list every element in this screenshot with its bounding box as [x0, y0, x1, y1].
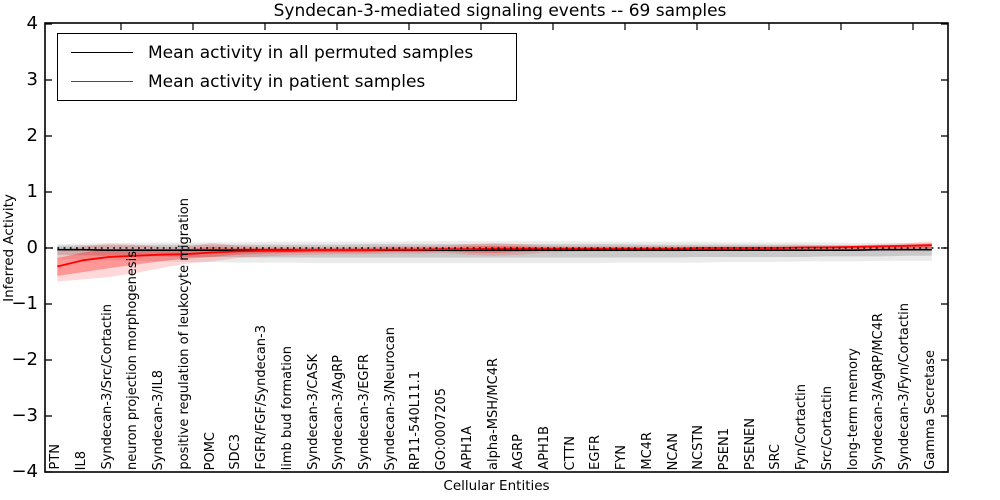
y-tick-label: 0: [26, 237, 38, 258]
x-category-label: Syndecan-3/Fyn/Cortactin: [897, 302, 913, 470]
x-category-label: RP11-540L11.1: [408, 370, 424, 470]
x-category-label: Syndecan-3/CASK: [305, 354, 321, 470]
x-category-label: IL8: [74, 450, 90, 470]
x-category-label: Fyn/Cortactin: [794, 383, 810, 470]
x-category-label: Syndecan-3/Src/Cortactin: [99, 304, 115, 470]
y-tick-label: 3: [26, 69, 38, 90]
legend-item-patient: Mean activity in patient samples: [71, 67, 516, 96]
x-category-label: positive regulation of leukocyte migrati…: [176, 198, 192, 470]
x-category-label: SRC: [768, 444, 784, 470]
y-tick-label: 4: [26, 13, 38, 34]
permuted-line-swatch: [71, 52, 133, 53]
y-tick-label: −4: [11, 461, 38, 482]
x-category-label: alpha-MSH/MC4R: [485, 358, 501, 470]
legend-label-patient: Mean activity in patient samples: [148, 71, 426, 92]
x-category-label: PTN: [48, 444, 64, 470]
x-category-label: EGFR: [588, 435, 604, 470]
y-tick-label: −3: [11, 405, 38, 426]
x-category-label: FGFR/FGF/Syndecan-3: [254, 325, 270, 470]
permuted-outer-band: [57, 241, 932, 264]
permuted-mean-line: [57, 248, 932, 251]
x-category-label: Syndecan-3/IL8: [151, 369, 167, 470]
x-category-label: FYN: [614, 444, 630, 470]
x-category-label: NCSTN: [691, 425, 707, 470]
x-category-label: Syndecan-3/EGFR: [356, 354, 372, 470]
x-category-label: CTTN: [562, 435, 578, 470]
chart-title: Syndecan-3-mediated signaling events -- …: [273, 1, 727, 21]
x-category-label: AGRP: [511, 434, 527, 470]
x-category-label: neuron projection morphogenesis: [125, 251, 141, 470]
x-category-label: Syndecan-3/AgRP/MC4R: [871, 312, 887, 470]
legend: Mean activity in all permuted samples Me…: [57, 33, 517, 101]
x-category-label: POMC: [202, 431, 218, 470]
x-category-label: NCAN: [665, 432, 681, 470]
x-category-label: limb bud formation: [279, 345, 295, 470]
patient-mean-line: [57, 244, 932, 268]
x-category-label: SDC3: [228, 434, 244, 470]
x-category-label: Syndecan-3/Neurocan: [382, 326, 398, 470]
x-axis-label: Cellular Entities: [443, 478, 550, 494]
y-tick-label: 2: [26, 125, 38, 146]
x-category-label: long-term memory: [845, 347, 861, 470]
y-tick-label: −2: [11, 349, 38, 370]
y-tick-label: 1: [26, 181, 38, 202]
x-category-label: Gamma Secretase: [922, 350, 938, 470]
x-category-label: APH1A: [459, 426, 475, 470]
x-category-label: Syndecan-3/AgRP: [331, 354, 347, 470]
x-category-label: APH1B: [536, 426, 552, 470]
x-category-label: PSENEN: [742, 418, 758, 470]
patient-line-swatch: [71, 81, 133, 82]
x-category-label: GO:0007205: [434, 387, 450, 470]
x-category-label: MC4R: [639, 432, 655, 470]
legend-item-permuted: Mean activity in all permuted samples: [71, 38, 516, 67]
x-category-label: Src/Cortactin: [819, 385, 835, 470]
y-tick-label: −1: [11, 293, 38, 314]
legend-label-permuted: Mean activity in all permuted samples: [148, 42, 474, 63]
x-category-label: PSEN1: [717, 427, 733, 470]
